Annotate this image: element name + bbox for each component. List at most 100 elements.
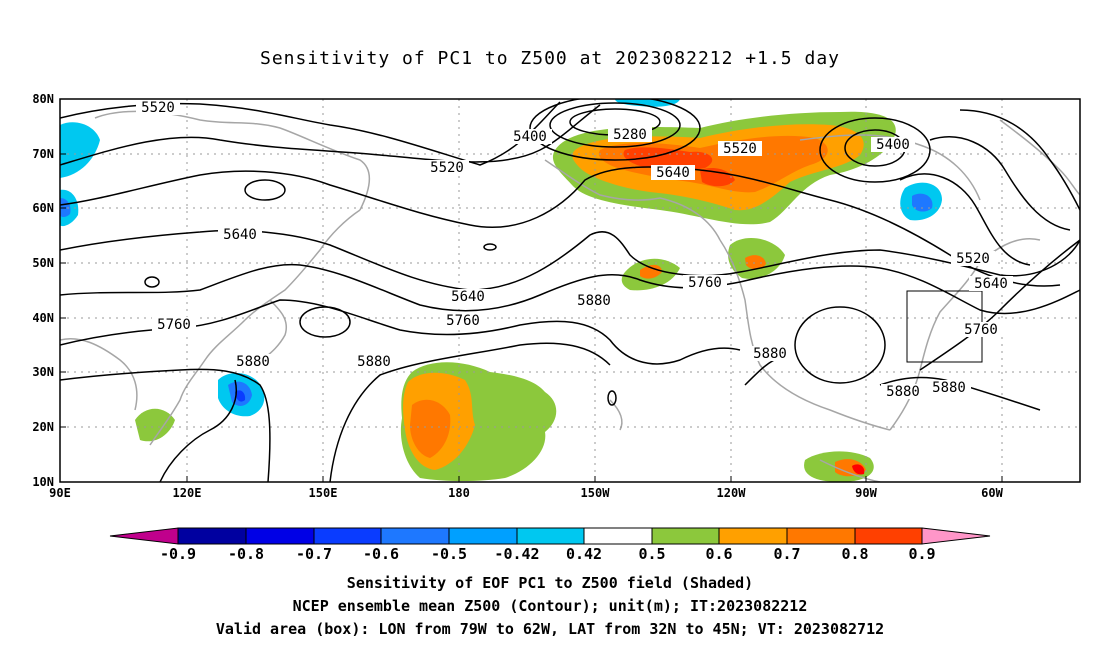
lat-label: 80N	[32, 92, 54, 106]
colorbar-label: -0.8	[228, 545, 264, 563]
svg-text:5520: 5520	[430, 160, 464, 176]
contour-label: 5880	[927, 380, 971, 396]
svg-text:5880: 5880	[753, 346, 787, 362]
lon-label: 90W	[855, 486, 877, 500]
colorbar-label: -0.7	[296, 545, 332, 563]
contour-label: 5640	[969, 276, 1013, 292]
shade-blue-top	[615, 99, 680, 107]
svg-text:5400: 5400	[876, 137, 910, 153]
svg-text:5760: 5760	[964, 322, 998, 338]
colorbar-swatch	[583, 527, 653, 545]
svg-text:5760: 5760	[157, 317, 191, 333]
colorbar: -0.9 -0.8 -0.7 -0.6 -0.5 -0.42 0.42 0.5 …	[109, 527, 991, 563]
lon-label: 150W	[581, 486, 611, 500]
svg-text:5640: 5640	[223, 227, 257, 243]
svg-text:5880: 5880	[357, 354, 391, 370]
contour-label: 5400	[508, 129, 552, 145]
caption-shading: Sensitivity of EOF PC1 to Z500 field (Sh…	[346, 574, 754, 592]
lat-label: 70N	[32, 147, 54, 161]
colorbar-label: -0.9	[160, 545, 196, 563]
shade-red-alaska	[623, 147, 713, 171]
colorbar-label: -0.42	[494, 545, 539, 563]
colorbar-cap-left	[109, 527, 179, 545]
contour-label: 5520	[136, 100, 180, 116]
colorbar-swatch	[854, 527, 923, 545]
svg-text:5520: 5520	[141, 100, 175, 116]
lon-label: 120W	[717, 486, 747, 500]
contour-label: 5520	[718, 141, 762, 157]
colorbar-label: 0.8	[841, 545, 868, 563]
contour-label-layer: 5520 5400 5280 5520 5400 5520 5640 5640 …	[136, 100, 1013, 400]
svg-text:5880: 5880	[886, 384, 920, 400]
lat-label: 10N	[32, 475, 54, 489]
contour-label: 5640	[218, 227, 262, 243]
colorbar-swatch	[786, 527, 856, 545]
tick-marks	[60, 98, 1003, 483]
svg-text:5400: 5400	[513, 129, 547, 145]
shade-red-alaska2	[700, 168, 735, 187]
lat-label: 50N	[32, 256, 54, 270]
colorbar-label: 0.42	[566, 545, 602, 563]
colorbar-swatch	[380, 527, 450, 545]
svg-text:5760: 5760	[688, 275, 722, 291]
lat-label: 20N	[32, 420, 54, 434]
svg-text:5280: 5280	[613, 127, 647, 143]
shade-blue-japan-core	[235, 390, 246, 402]
contour-label: 5880	[881, 384, 925, 400]
colorbar-swatch	[651, 527, 720, 545]
contour-label: 5640	[446, 289, 490, 305]
svg-text:5880: 5880	[577, 293, 611, 309]
lat-label: 40N	[32, 311, 54, 325]
lon-labels: 90E 120E 150E 180 150W 120W 90W 60W	[49, 486, 1003, 500]
colorbar-label: 0.9	[908, 545, 935, 563]
contour-label: 5880	[231, 354, 275, 370]
colorbar-swatch	[718, 527, 788, 545]
contour-label: 5760	[152, 317, 196, 333]
contour-label: 5760	[959, 322, 1003, 338]
contour-label: 5760	[683, 275, 727, 291]
contour-label: 5760	[441, 313, 485, 329]
svg-text:5880: 5880	[236, 354, 270, 370]
contour-label: 5640	[651, 165, 695, 181]
map-title: Sensitivity of PC1 to Z500 at 2023082212…	[259, 48, 840, 69]
shade-red-mexico	[852, 464, 865, 475]
shade-orange-patch2	[745, 255, 766, 270]
colorbar-swatch	[313, 527, 382, 545]
caption-valid-area: Valid area (box): LON from 79W to 62W, L…	[215, 620, 885, 638]
contour-label: 5880	[572, 293, 616, 309]
contour-label: 5880	[352, 354, 396, 370]
colorbar-label: -0.5	[431, 545, 467, 563]
colorbar-label: 0.6	[705, 545, 732, 563]
svg-text:5520: 5520	[956, 251, 990, 267]
colorbar-swatch	[516, 527, 585, 545]
svg-text:5520: 5520	[723, 141, 757, 157]
colorbar-label: -0.6	[363, 545, 399, 563]
contour-label: 5520	[425, 160, 469, 176]
svg-text:5880: 5880	[932, 380, 966, 396]
colorbar-swatch	[448, 527, 518, 545]
lon-label: 60W	[981, 486, 1003, 500]
shade-orange-patch1	[640, 264, 662, 279]
svg-text:5640: 5640	[656, 165, 690, 181]
shade-blue-greenland-dark	[912, 193, 933, 212]
svg-text:5640: 5640	[974, 276, 1008, 292]
colorbar-cap-right	[921, 527, 991, 545]
caption-contour: NCEP ensemble mean Z500 (Contour); unit(…	[292, 597, 808, 615]
shade-green-asia	[135, 408, 175, 442]
lon-label: 120E	[173, 486, 202, 500]
lat-label: 30N	[32, 365, 54, 379]
contour-label: 5880	[748, 346, 792, 362]
svg-text:5760: 5760	[446, 313, 480, 329]
lat-labels: 80N 70N 60N 50N 40N 30N 20N 10N	[32, 92, 54, 489]
colorbar-swatch	[177, 527, 247, 545]
lon-label: 90E	[49, 486, 71, 500]
contour-label: 5520	[951, 251, 995, 267]
colorbar-swatch	[245, 527, 315, 545]
shade-blue-west	[60, 122, 100, 178]
plot-frame	[59, 98, 1081, 483]
lat-label: 60N	[32, 201, 54, 215]
lon-label: 180	[448, 486, 470, 500]
lon-label: 150E	[309, 486, 338, 500]
contour-label: 5400	[871, 137, 915, 153]
